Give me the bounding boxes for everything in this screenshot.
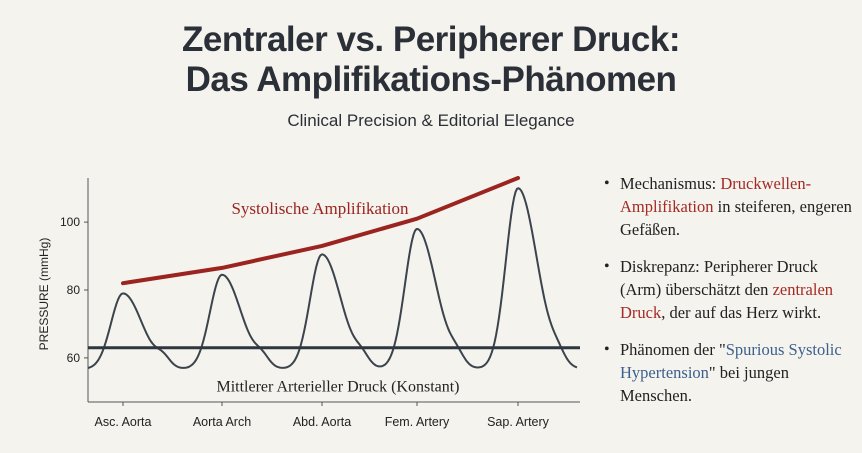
bullet-text: Phänomen der " <box>620 340 726 359</box>
bullet-text: , der auf das Herz wirkt. <box>661 303 822 322</box>
bullet-text: in steiferen, engeren Gefäßen. <box>620 197 852 239</box>
title-line-2: Das Amplifikations-Phänomen <box>185 60 677 99</box>
page-title: Zentraler vs. Peripherer Druck: Das Ampl… <box>0 20 862 100</box>
amplification-line <box>121 176 520 286</box>
amplification-label: Systolische Amplifikation <box>231 199 409 218</box>
x-tick-label: Asc. Aorta <box>95 415 152 429</box>
map-label: Mittlerer Arterieller Druck (Konstant) <box>216 379 459 396</box>
bullet-item: Diskrepanz: Peripherer Druck (Arm) übers… <box>604 255 854 324</box>
pressure-waveform <box>87 187 578 369</box>
y-tick-label: 60 <box>67 351 81 365</box>
y-tick-label: 80 <box>67 283 81 297</box>
pressure-chart: 60 80 100 PRESSURE (mmHg) Asc. Aorta Aorta Ar… <box>37 176 580 429</box>
bullet-item: Phänomen der "Spurious Systolic Hyperten… <box>604 338 854 407</box>
subtitle: Clinical Precision & Editorial Elegance <box>287 111 575 130</box>
y-axis-label: PRESSURE (mmHg) <box>37 238 51 351</box>
bullet-item: Mechanismus: Druckwellen-Amplifikation i… <box>604 172 854 241</box>
bullet-highlight: Druckwellen-Amplifikation <box>620 174 812 216</box>
x-tick-label: Sap. Artery <box>487 415 550 429</box>
bullet-text: Mechanismus: <box>620 174 721 193</box>
bullet-text: Diskrepanz: Peripherer Druck (Arm) übers… <box>620 257 818 299</box>
x-tick-label: Fem. Artery <box>385 415 450 429</box>
x-tick-label: Abd. Aorta <box>293 415 351 429</box>
bullet-list: Mechanismus: Druckwellen-Amplifikation i… <box>604 172 854 421</box>
bullet-text: " bei jungen Menschen. <box>620 363 789 405</box>
bullet-highlight: zentralen Druck <box>620 280 834 322</box>
bullet-highlight: Spurious Systolic Hypertension <box>620 340 842 382</box>
x-tick-label: Aorta Arch <box>193 415 251 429</box>
title-line-1: Zentraler vs. Peripherer Druck: <box>181 20 681 59</box>
y-tick-label: 100 <box>60 215 80 229</box>
